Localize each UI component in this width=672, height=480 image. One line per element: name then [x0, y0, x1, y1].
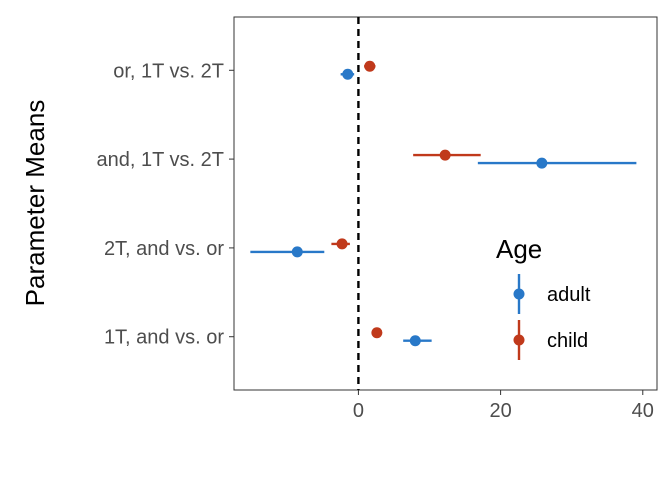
- point-adult: [536, 157, 548, 169]
- x-tick-label: 40: [632, 400, 654, 422]
- legend-key-point-child: [513, 334, 525, 346]
- y-tick-label: and, 1T vs. 2T: [97, 149, 224, 171]
- point-child: [371, 327, 383, 339]
- point-child: [336, 238, 348, 250]
- point-adult: [342, 68, 354, 80]
- legend-key-point-adult: [513, 288, 525, 300]
- y-axis-title: Parameter Means: [20, 100, 50, 307]
- point-child: [439, 149, 451, 161]
- x-tick-label: 20: [489, 400, 511, 422]
- legend-label-adult: adult: [547, 284, 591, 306]
- legend-title: Age: [496, 234, 542, 264]
- plot-panel: [233, 16, 658, 391]
- y-tick-label: 1T, and vs. or: [104, 327, 224, 349]
- y-tick-label: 2T, and vs. or: [104, 238, 224, 260]
- y-tick-label: or, 1T vs. 2T: [113, 60, 224, 82]
- point-child: [364, 60, 376, 72]
- point-adult: [291, 246, 303, 258]
- point-adult: [409, 335, 421, 347]
- x-tick-label: 0: [353, 400, 364, 422]
- legend-label-child: child: [547, 330, 588, 352]
